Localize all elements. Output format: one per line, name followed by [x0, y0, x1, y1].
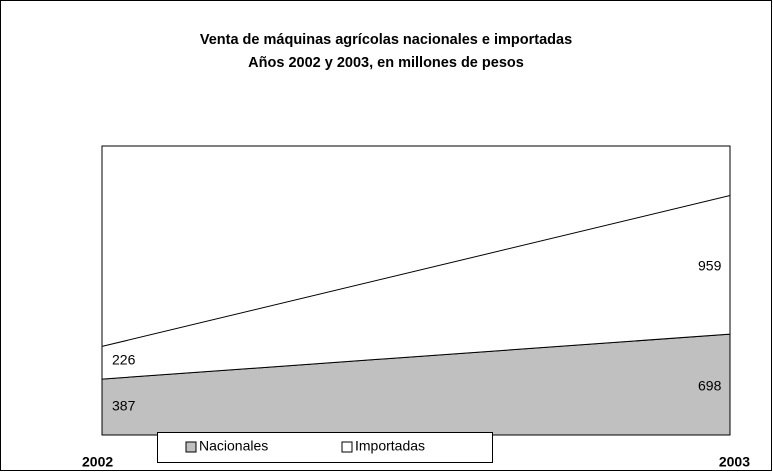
data-label: 387 [112, 398, 136, 414]
legend-label: Nacionales [199, 438, 268, 454]
area [101, 194, 731, 380]
legend [157, 432, 493, 463]
data-label: 698 [698, 377, 722, 393]
legend-swatch [185, 441, 197, 453]
chart-subtitle: Años 2002 y 2003, en millones de pesos [248, 55, 524, 71]
data-label: 959 [698, 258, 722, 274]
legend-label: Importadas [355, 438, 425, 454]
chart-title: Venta de máquinas agrícolas nacionales e… [200, 32, 572, 48]
legend-swatch [341, 441, 353, 453]
x-tick-label: 2003 [719, 454, 750, 470]
data-label: 226 [112, 351, 136, 367]
x-tick-label: 2002 [82, 454, 113, 470]
